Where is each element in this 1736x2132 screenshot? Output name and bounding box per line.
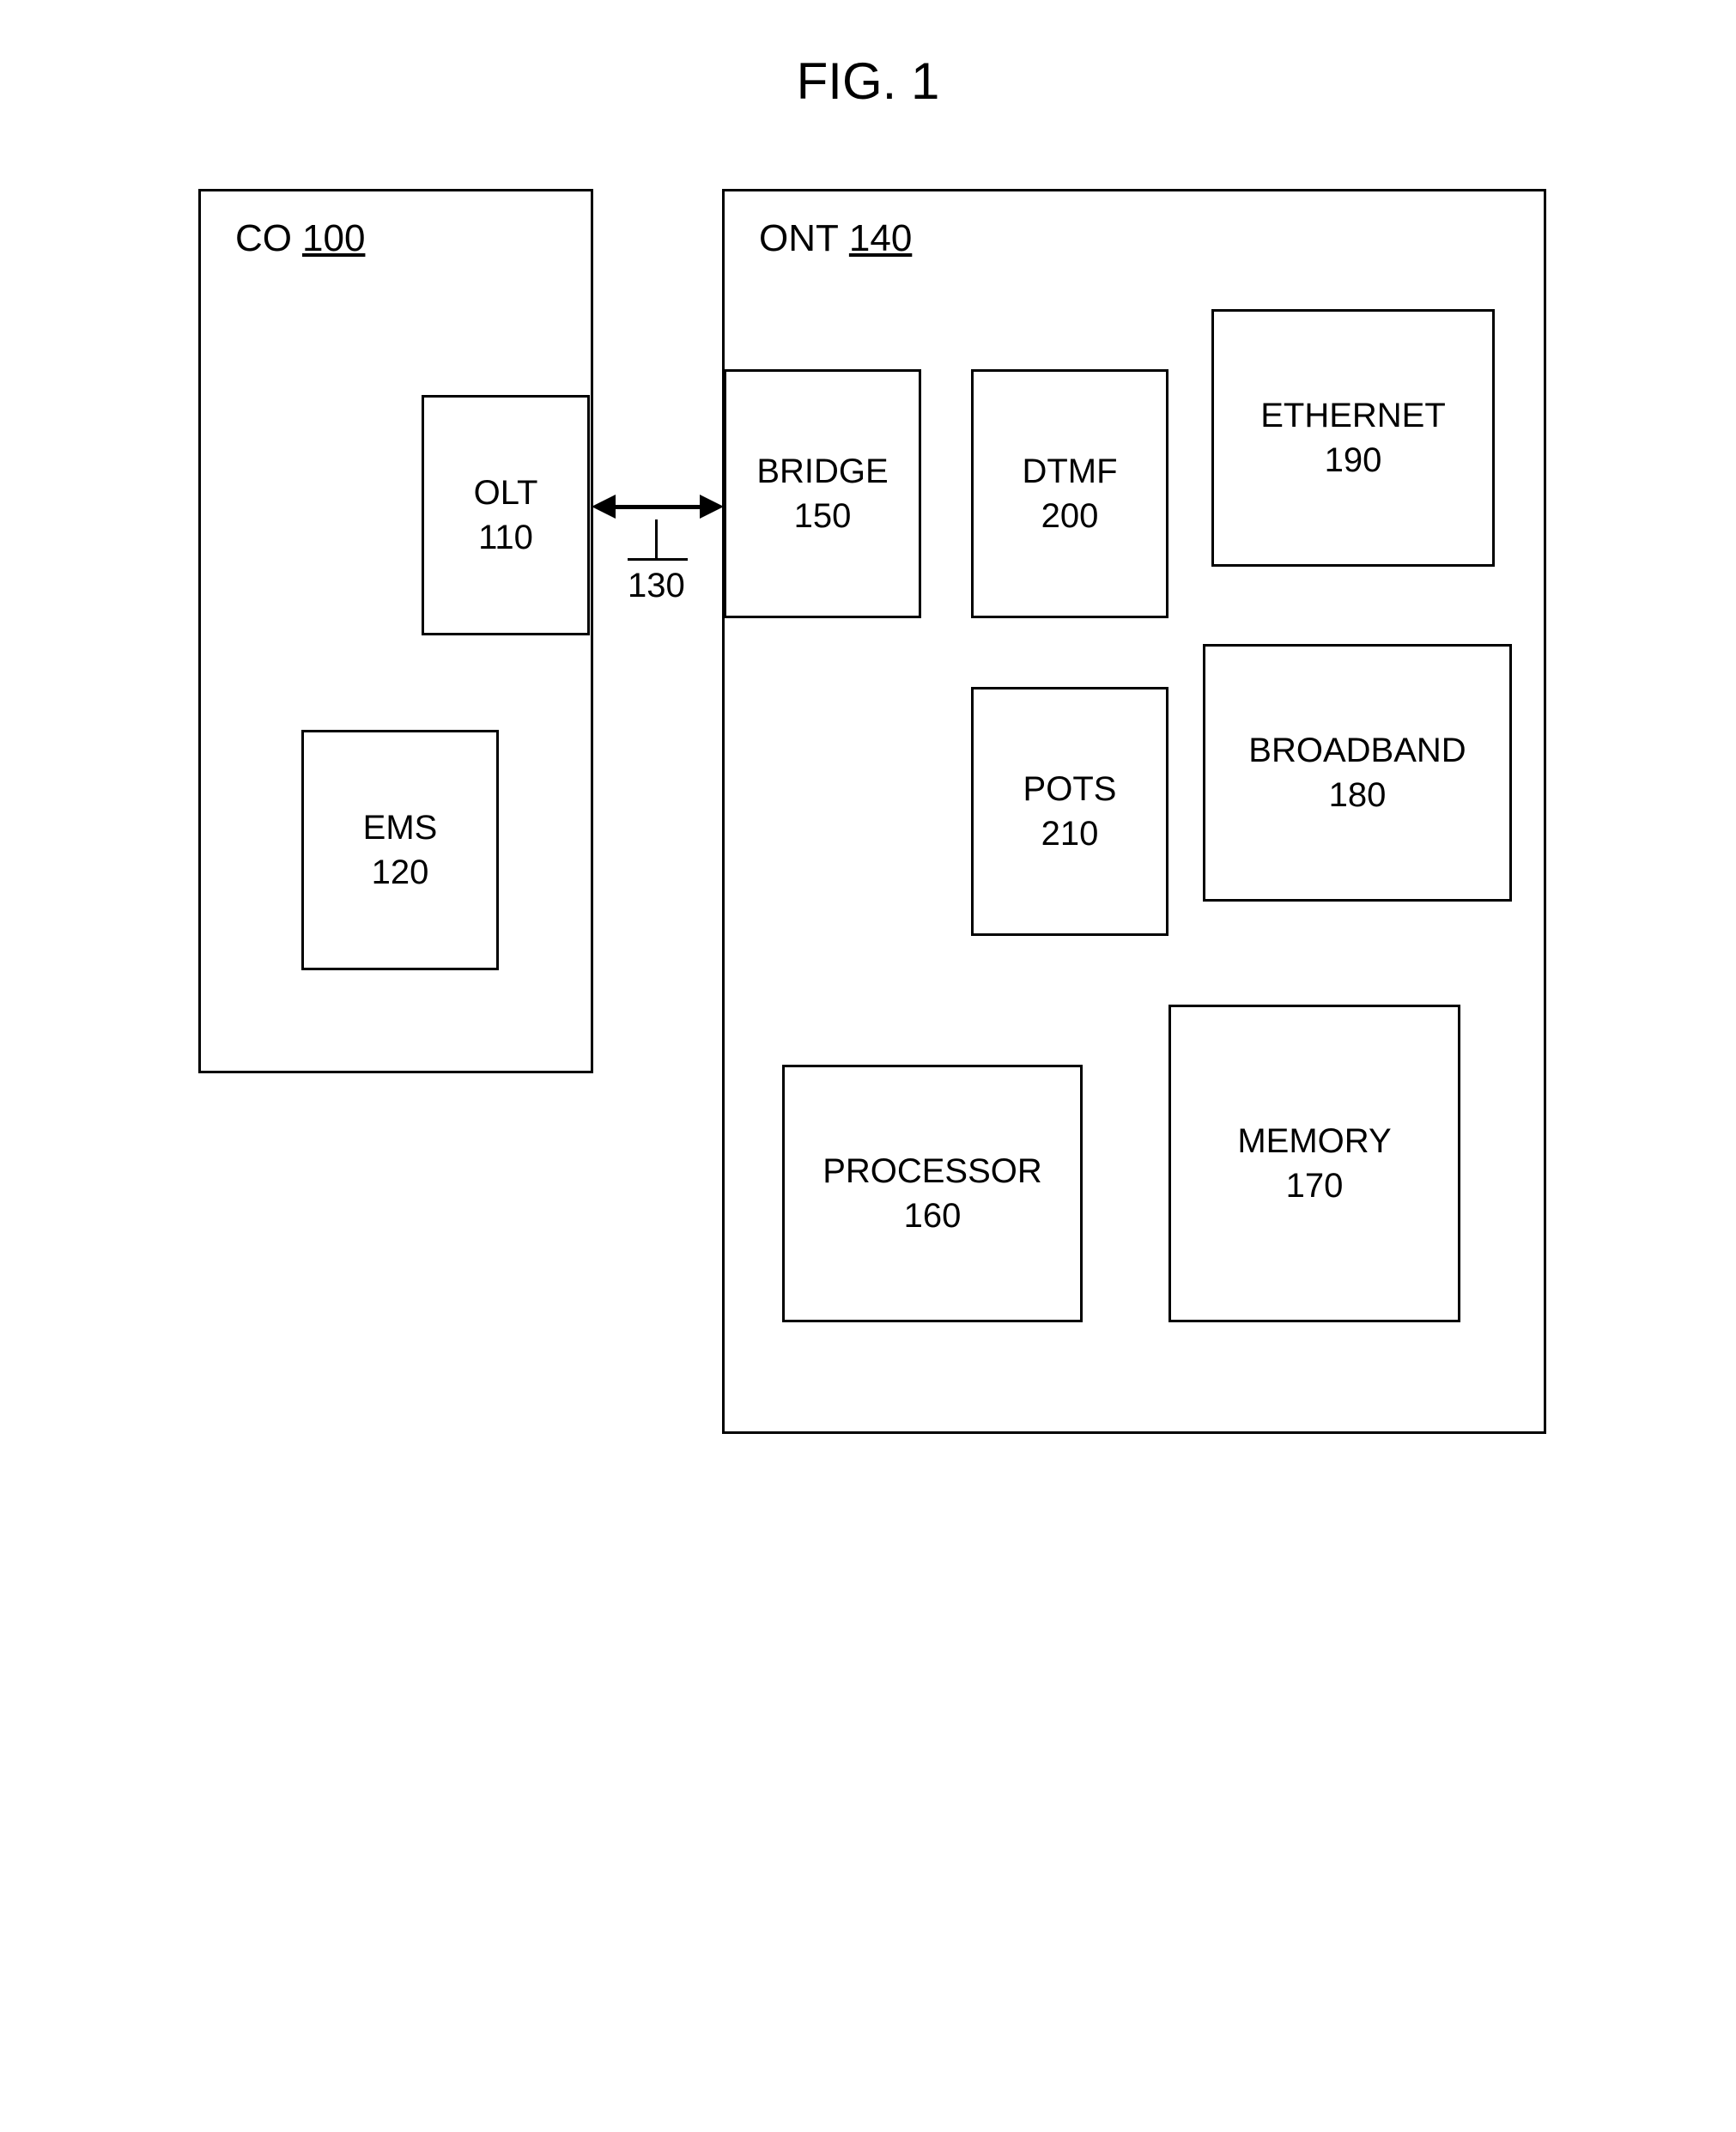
co-label-text: CO	[235, 217, 292, 259]
ems-block: EMS 120	[301, 730, 499, 970]
bridge-label: BRIDGE	[756, 449, 888, 494]
pots-label: POTS	[1023, 767, 1117, 811]
memory-label: MEMORY	[1237, 1119, 1391, 1163]
ont-id: 140	[849, 217, 912, 259]
ems-label: EMS	[363, 805, 438, 850]
arrow-head-right	[700, 495, 724, 519]
bridge-block: BRIDGE 150	[724, 369, 921, 618]
dtmf-block: DTMF 200	[971, 369, 1168, 618]
dtmf-num: 200	[1041, 494, 1099, 538]
link-tick	[655, 519, 658, 558]
link-label: 130	[628, 567, 685, 605]
memory-num: 170	[1286, 1163, 1344, 1208]
broadband-num: 180	[1329, 773, 1387, 817]
ont-label: ONT140	[759, 217, 912, 260]
bridge-num: 150	[794, 494, 852, 538]
memory-block: MEMORY 170	[1168, 1005, 1460, 1322]
ethernet-label: ETHERNET	[1260, 393, 1446, 438]
pots-num: 210	[1041, 811, 1099, 856]
processor-label: PROCESSOR	[822, 1149, 1042, 1194]
ont-label-text: ONT	[759, 217, 839, 259]
link-underline	[628, 558, 688, 561]
arrow-line	[610, 505, 705, 509]
figure-title: FIG. 1	[797, 52, 940, 111]
broadband-label: BROADBAND	[1248, 728, 1466, 773]
ems-num: 120	[372, 850, 429, 895]
co-label: CO100	[235, 217, 365, 260]
olt-num: 110	[478, 515, 533, 560]
ethernet-block: ETHERNET 190	[1211, 309, 1495, 567]
processor-num: 160	[904, 1194, 962, 1238]
broadband-block: BROADBAND 180	[1203, 644, 1512, 902]
pots-block: POTS 210	[971, 687, 1168, 936]
olt-block: OLT 110	[422, 395, 590, 635]
ethernet-num: 190	[1325, 438, 1382, 483]
diagram-wrapper: FIG. 1 CO100 OLT 110 EMS 120 130 ONT140 …	[181, 34, 1555, 1666]
co-id: 100	[302, 217, 365, 259]
dtmf-label: DTMF	[1022, 449, 1117, 494]
processor-block: PROCESSOR 160	[782, 1065, 1083, 1322]
olt-label: OLT	[474, 471, 538, 515]
